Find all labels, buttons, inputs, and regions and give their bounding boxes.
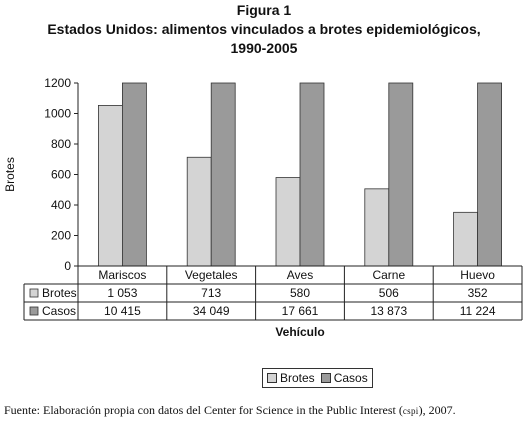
table-swatch-brotes — [29, 288, 39, 298]
y-tick-label: 400 — [51, 198, 71, 212]
legend-item-casos: Casos — [320, 371, 368, 385]
figure-label: Figura 1 — [236, 2, 292, 18]
category-label: Aves — [287, 268, 313, 282]
bar-brotes-mariscos — [98, 105, 123, 267]
x-axis-label: Vehículo — [275, 325, 324, 339]
source-suffix: ), 2007. — [418, 403, 456, 417]
y-tick-label: 200 — [51, 229, 71, 243]
chart-title: Estados Unidos: alimentos vinculados a b… — [0, 20, 528, 58]
bar-brotes-aves — [275, 177, 301, 267]
chart-title-line-1: Estados Unidos: alimentos vinculados a b… — [47, 21, 481, 37]
y-axis-label: Brotes — [3, 157, 17, 192]
table-row-label-casos: Casos — [42, 304, 76, 318]
chart-title-line-2: 1990-2005 — [230, 40, 298, 56]
table-cell-brotes: 580 — [290, 286, 310, 300]
table-cell-casos: 11 224 — [460, 304, 496, 318]
table-cell-casos: 17 661 — [282, 304, 319, 318]
category-label: Mariscos — [98, 268, 146, 282]
table-cell-casos: 34 049 — [193, 304, 230, 318]
table-cell-brotes: 352 — [468, 286, 488, 300]
bar-casos-aves — [299, 82, 325, 267]
table-cell-casos: 13 873 — [370, 304, 407, 318]
table-swatch-casos — [29, 306, 39, 316]
legend-item-brotes: Brotes — [267, 371, 315, 385]
table-cell-brotes: 506 — [379, 286, 399, 300]
table-row-label-brotes: Brotes — [42, 286, 77, 300]
legend-label-brotes: Brotes — [280, 371, 315, 385]
bar-casos-huevo — [477, 82, 503, 267]
category-label: Carne — [372, 268, 405, 282]
legend-swatch-brotes — [267, 373, 277, 383]
y-tick-label: 600 — [51, 168, 71, 182]
bar-casos-carne — [388, 82, 414, 267]
y-tick-label: 0 — [64, 259, 71, 273]
source-prefix: Fuente: Elaboración propia con datos del… — [4, 403, 403, 417]
table-cell-casos: 10 415 — [104, 304, 141, 318]
table-cell-brotes: 713 — [201, 286, 221, 300]
bar-casos-vegetales — [210, 82, 236, 267]
bar-brotes-vegetales — [186, 156, 212, 267]
source-note: Fuente: Elaboración propia con datos del… — [4, 403, 524, 418]
table-cell-brotes: 1 053 — [107, 286, 137, 300]
source-abbr: cspi — [402, 406, 419, 416]
legend-swatch-casos — [320, 373, 331, 383]
legend: Brotes Casos — [262, 368, 373, 388]
legend-label-casos: Casos — [333, 371, 368, 385]
y-tick-label: 800 — [51, 137, 71, 151]
bar-brotes-carne — [364, 188, 390, 267]
y-tick-label: 1200 — [44, 76, 71, 90]
bar-brotes-huevo — [453, 211, 479, 267]
bar-casos-mariscos — [122, 82, 147, 267]
category-label: Vegetales — [185, 268, 238, 282]
y-tick-label: 1000 — [44, 107, 71, 121]
category-label: Huevo — [460, 268, 495, 282]
